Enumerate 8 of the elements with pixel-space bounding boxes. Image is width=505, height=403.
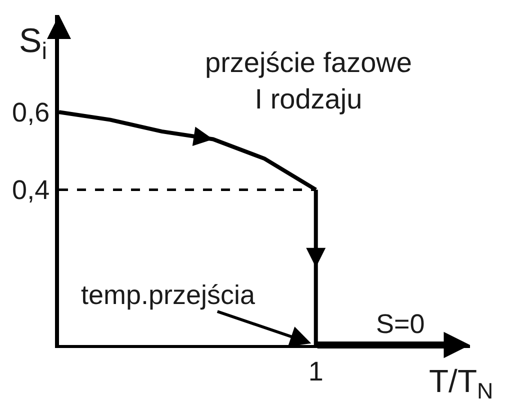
x-tick-label: 1 [308, 356, 324, 386]
annotation: temp.przejścia [81, 280, 256, 310]
y-tick-label: 0,6 [12, 98, 50, 128]
annotation: S=0 [376, 309, 425, 339]
y-tick-label: 0,4 [12, 175, 50, 206]
annotation: przejście fazowe I rodzaju [205, 47, 412, 114]
y-axis-title: S$_{i}$ [19, 22, 47, 66]
x-axis-title: T/T$_{N}$ [429, 363, 494, 403]
